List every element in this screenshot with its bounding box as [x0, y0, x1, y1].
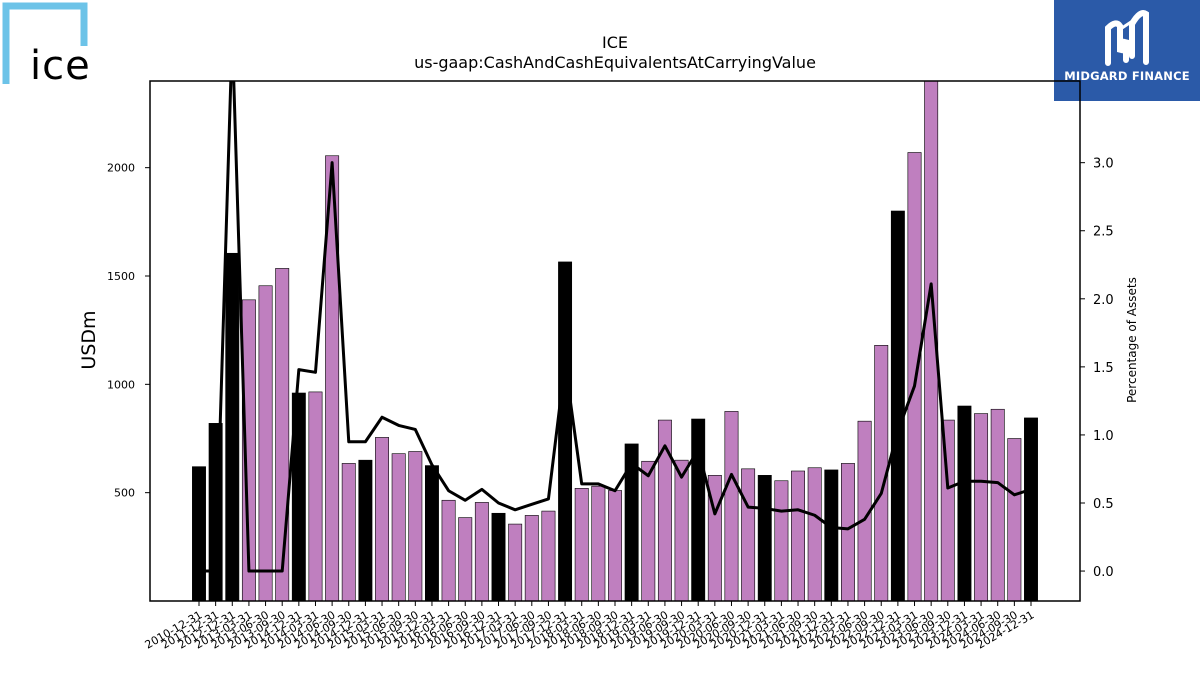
y-axis-ticks: 500 1000 1500 2000	[107, 162, 150, 500]
bar-2021-12-31	[824, 469, 839, 601]
line-series	[199, 81, 1032, 573]
bar-2020-06-30	[724, 411, 739, 601]
chart-title: ICE	[602, 33, 628, 52]
midgard-finance-logo: MIDGARD FINANCE	[1054, 0, 1200, 101]
midgard-finance-logo-text: MIDGARD FINANCE	[1064, 69, 1190, 83]
y-tick-label: 1000	[107, 378, 135, 391]
bar-2016-09-30	[474, 502, 489, 601]
bar-2020-09-30	[741, 468, 756, 601]
bar-2010-12-31	[192, 466, 206, 601]
bar-2017-03-31	[508, 523, 523, 601]
x-axis-ticks: 2010-12-312011-12-312012-12-312013-03-31…	[143, 601, 1037, 652]
bar-2018-06-30	[591, 485, 606, 601]
bar-2024-06-30	[990, 408, 1005, 601]
bar-2023-06-30	[924, 81, 939, 601]
bar-2016-12-31	[491, 512, 506, 601]
bar-series	[192, 81, 1038, 601]
ice-logo: ice	[0, 0, 100, 100]
bar-2024-09-30	[1007, 438, 1022, 601]
bar-2023-12-31	[957, 405, 972, 601]
bar-2014-06-30	[325, 155, 340, 601]
bar-2017-09-30	[541, 510, 556, 601]
bar-2014-03-31	[308, 391, 323, 601]
bar-2014-12-31	[358, 459, 373, 601]
bar-2012-12-31	[225, 252, 240, 601]
bar-2022-03-31	[840, 463, 855, 601]
bar-2019-12-31	[691, 418, 706, 601]
ice-logo-mark	[2, 2, 88, 84]
bar-2015-12-31	[424, 465, 439, 601]
bar-2013-12-31	[291, 392, 306, 601]
bar-2019-03-31	[641, 460, 656, 601]
bar-2024-03-31	[974, 413, 989, 601]
bar-2013-09-30	[275, 268, 290, 601]
y2-tick-label: 2.0	[1093, 293, 1114, 308]
bar-2017-06-30	[524, 515, 539, 601]
y2-tick-label: 1.0	[1093, 429, 1114, 444]
chart-subtitle: us-gaap:CashAndCashEquivalentsAtCarrying…	[414, 53, 816, 72]
bar-2018-09-30	[608, 490, 622, 601]
bar-2015-06-30	[391, 453, 406, 601]
bar-2021-03-31	[774, 480, 789, 601]
bar-2018-12-31	[624, 443, 639, 601]
y-tick-label: 500	[114, 487, 135, 500]
y2-axis-label: Percentage of Assets	[1125, 277, 1139, 403]
bar-2024-12-31	[1024, 417, 1038, 601]
bar-2021-06-30	[791, 470, 805, 601]
bar-2018-03-31	[574, 488, 589, 601]
bar-2015-09-30	[408, 451, 423, 601]
y-tick-label: 2000	[107, 162, 135, 175]
bar-2016-03-31	[441, 499, 456, 601]
bar-2016-06-30	[458, 517, 473, 601]
bar-2015-03-31	[375, 437, 389, 601]
bar-2013-06-30	[258, 285, 273, 601]
y-tick-label: 1500	[107, 270, 135, 283]
bar-2021-09-30	[807, 467, 822, 601]
ice-logo-text: ice	[30, 43, 91, 89]
bar-2017-12-31	[558, 261, 573, 601]
bar-2019-09-30	[674, 459, 689, 601]
bar-2014-09-30	[341, 463, 356, 601]
y2-axis-ticks: 0.0 0.5 1.0 1.5 2.0 2.5 3.0	[1080, 157, 1114, 580]
percentage-line	[199, 81, 1032, 573]
bar-2013-03-31	[241, 299, 256, 601]
y2-tick-label: 3.0	[1093, 157, 1114, 172]
y2-tick-label: 0.5	[1093, 497, 1114, 512]
y2-tick-label: 2.5	[1093, 225, 1114, 240]
midgard-finance-logo-mark	[1105, 10, 1149, 66]
bar-2020-12-31	[757, 475, 772, 601]
y2-tick-label: 0.0	[1093, 565, 1114, 580]
y2-tick-label: 1.5	[1093, 361, 1114, 376]
y-axis-label: USDm	[78, 310, 100, 369]
bar-2022-12-31	[890, 210, 905, 601]
